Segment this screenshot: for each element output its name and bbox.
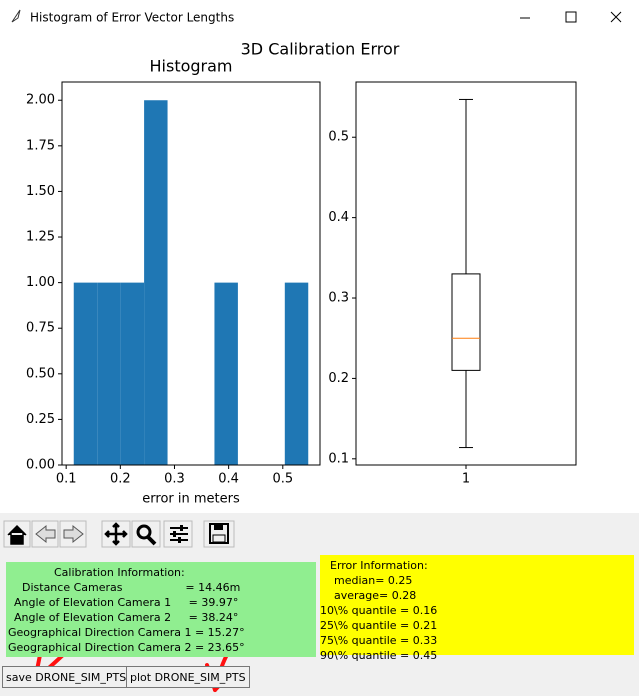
panel-line: 25\% quantile = 0.21 — [320, 619, 438, 632]
maximize-button[interactable] — [565, 11, 577, 23]
app-icon — [11, 9, 21, 23]
close-button[interactable] — [610, 11, 622, 23]
panel-line: Angle of Elevation Camera 1 = 39.97° — [14, 596, 239, 609]
axes-title: Histogram — [150, 57, 233, 76]
y-tick-label: 0.4 — [328, 210, 349, 225]
x-axis-label: error in meters — [142, 492, 240, 507]
zoom-button[interactable] — [131, 520, 161, 548]
forward-button[interactable] — [59, 520, 87, 548]
y-tick-label: 0.50 — [26, 366, 55, 381]
y-tick-label: 0.3 — [328, 291, 349, 306]
panel-title: Error Information: — [330, 559, 428, 572]
plot-button[interactable]: plot DRONE_SIM_PTS — [126, 666, 250, 688]
window-title: Histogram of Error Vector Lengths — [30, 11, 234, 25]
bar — [284, 282, 309, 465]
pan-button[interactable] — [101, 520, 131, 548]
calibration-info-panel: Calibration Information: Distance Cameras… — [6, 562, 316, 657]
panel-line: Angle of Elevation Camera 2 = 38.24° — [14, 611, 239, 624]
y-tick-label: 1.75 — [26, 138, 55, 153]
panel-line: 75\% quantile = 0.33 — [320, 634, 438, 647]
bar — [120, 282, 145, 465]
x-tick-label: 0.4 — [218, 472, 239, 487]
x-tick-label: 1 — [462, 472, 470, 487]
bar — [144, 100, 168, 465]
y-tick-label: 1.00 — [26, 275, 55, 290]
y-tick-label: 1.50 — [26, 184, 55, 199]
panel-title: Calibration Information: — [54, 566, 185, 579]
y-tick-label: 0.5 — [328, 130, 349, 145]
x-tick-label: 0.3 — [164, 472, 185, 487]
save-button[interactable]: save DRONE_SIM_PTS — [2, 666, 131, 688]
x-tick-label: 0.2 — [110, 472, 131, 487]
panel-line: Geographical Direction Camera 1 = 15.27° — [8, 626, 245, 639]
y-tick-label: 0.00 — [26, 458, 55, 473]
y-tick-label: 0.75 — [26, 321, 55, 336]
panel-line: median= 0.25 — [320, 574, 413, 587]
title-bar — [0, 0, 639, 35]
y-tick-label: 0.25 — [26, 412, 55, 427]
figure-title: 3D Calibration Error — [241, 40, 400, 59]
bar — [214, 282, 238, 465]
toolbar — [3, 520, 235, 548]
save-figure-button[interactable] — [203, 520, 235, 548]
panel-line: 90\% quantile = 0.45 — [320, 649, 438, 662]
y-tick-label: 2.00 — [26, 93, 55, 108]
box — [451, 273, 481, 371]
panel-line: 10\% quantile = 0.16 — [320, 604, 438, 617]
back-button[interactable] — [31, 520, 59, 548]
error-info-panel: Error Information: median= 0.25 average=… — [320, 555, 634, 662]
axes-frame — [355, 81, 577, 466]
home-button[interactable] — [3, 520, 31, 548]
y-tick-label: 1.25 — [26, 230, 55, 245]
panel-line: Geographical Direction Camera 2 = 23.65° — [8, 641, 245, 654]
panel-line: Distance Cameras = 14.46m — [22, 581, 241, 594]
x-tick-label: 0.1 — [56, 472, 77, 487]
bar — [73, 282, 98, 465]
bar — [97, 282, 121, 465]
x-tick-label: 0.5 — [272, 472, 293, 487]
configure-button[interactable] — [163, 520, 193, 548]
axes-frame — [61, 81, 321, 466]
y-tick-label: 0.2 — [328, 371, 349, 386]
y-tick-label: 0.1 — [328, 451, 349, 466]
panel-line: average= 0.28 — [320, 589, 417, 602]
